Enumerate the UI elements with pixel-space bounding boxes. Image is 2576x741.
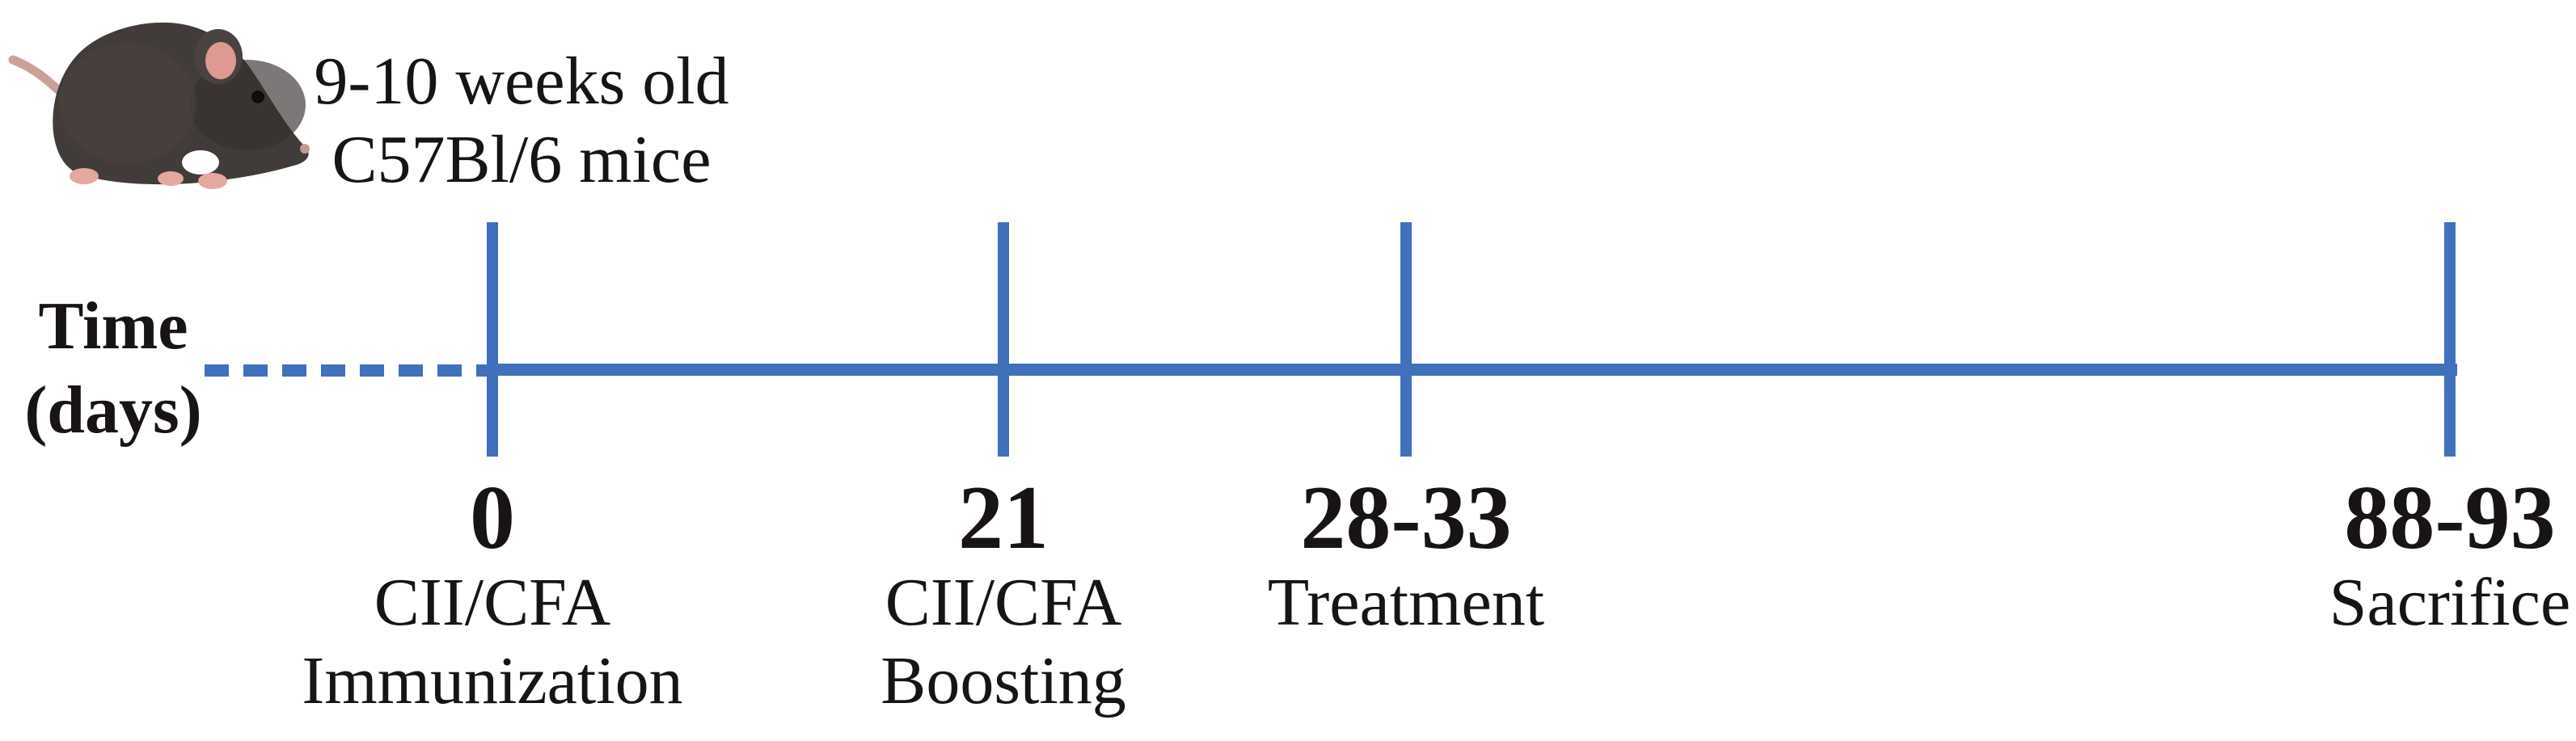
timeline-axis-line — [487, 364, 2457, 376]
event-label-line2: Immunization — [302, 643, 683, 718]
time-axis-label: Time (days) — [13, 284, 213, 453]
tick-day-21 — [998, 222, 1009, 457]
time-axis-label-line1: Time — [38, 288, 188, 364]
event-treatment: 28-33 Treatment — [1268, 473, 1544, 642]
black-mouse-icon — [8, 22, 310, 189]
tick-day-28-33 — [1400, 222, 1412, 457]
event-sacrifice: 88-93 Sacrifice — [2329, 473, 2570, 642]
event-label-line1: CII/CFA — [885, 565, 1122, 640]
subject-description: 9-10 weeks old C57Bl/6 mice — [279, 42, 764, 199]
event-day-label: 88-93 — [2344, 468, 2556, 568]
subject-line2: C57Bl/6 mice — [332, 122, 712, 197]
event-day-label: 0 — [469, 468, 515, 568]
tick-day-88-93 — [2444, 222, 2456, 457]
tick-day-0 — [487, 222, 498, 457]
subject-line1: 9-10 weeks old — [314, 44, 729, 119]
event-label-line1: CII/CFA — [374, 565, 611, 640]
event-boosting: 21 CII/CFA Boosting — [880, 473, 1125, 720]
time-axis-label-line2: (days) — [24, 373, 202, 448]
event-label-line1: Treatment — [1267, 565, 1545, 640]
event-day-label: 21 — [958, 468, 1049, 568]
event-label-line2: Boosting — [880, 643, 1126, 718]
timeline-dashed-segment — [205, 364, 489, 377]
event-label-line1: Sacrifice — [2329, 565, 2571, 640]
event-day-label: 28-33 — [1300, 468, 1512, 568]
mouse-photo — [6, 6, 314, 191]
event-immunization: 0 CII/CFA Immunization — [302, 473, 682, 720]
